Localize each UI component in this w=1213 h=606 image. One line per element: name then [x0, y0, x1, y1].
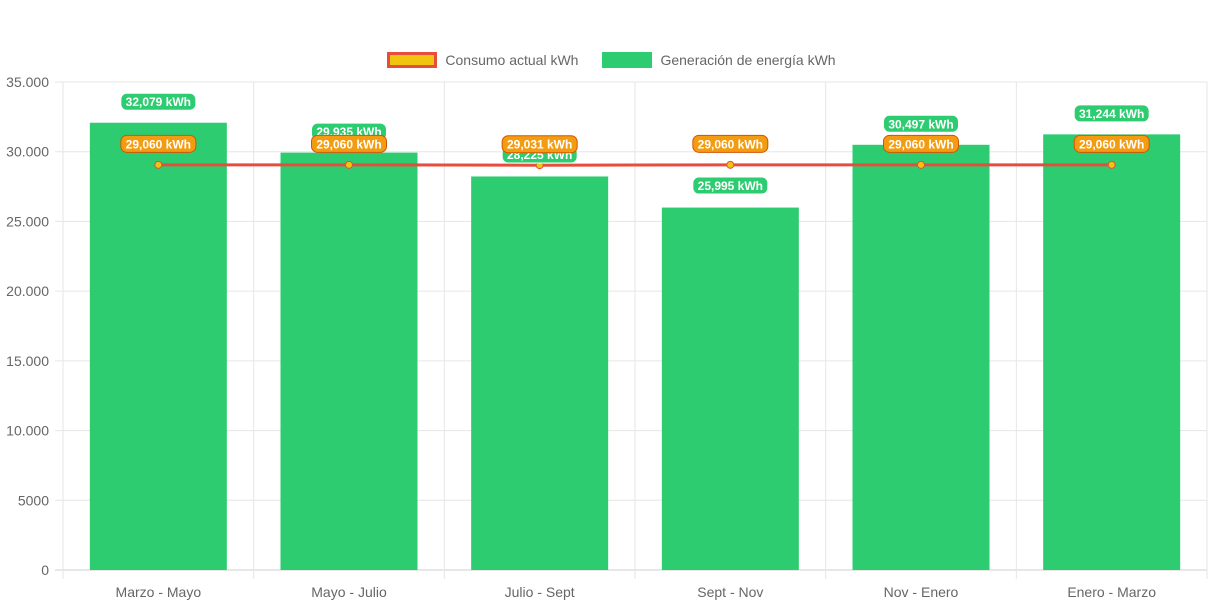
y-tick-label: 20.000 [6, 283, 49, 299]
y-tick-label: 25.000 [6, 213, 49, 229]
chart-legend: Consumo actual kWh Generación de energía… [0, 52, 1213, 68]
line-point[interactable] [726, 160, 735, 169]
line-data-label: 29,060 kWh [888, 137, 953, 151]
legend-swatch-consumo [387, 52, 438, 68]
line-point[interactable] [1107, 160, 1116, 169]
legend-item-consumo[interactable]: Consumo actual kWh [387, 52, 578, 68]
x-tick-label: Mayo - Julio [311, 584, 387, 600]
line-point[interactable] [345, 160, 353, 169]
line-data-label-bg [883, 134, 959, 153]
x-tick-label: Julio - Sept [505, 584, 575, 600]
x-tick-label: Enero - Marzo [1067, 584, 1156, 600]
y-tick-label: 15.000 [6, 353, 49, 369]
bar[interactable] [852, 144, 990, 571]
line-data-label: 29,060 kWh [1079, 137, 1144, 151]
line-data-label: 29,060 kWh [126, 137, 191, 151]
bar[interactable] [661, 207, 799, 571]
legend-label-consumo: Consumo actual kWh [445, 52, 579, 68]
bar-data-label-bg [883, 114, 959, 133]
line-data-label-bg [311, 134, 387, 153]
x-tick-label: Sept - Nov [697, 584, 763, 600]
x-tick-label: Nov - Enero [884, 584, 959, 600]
bar[interactable] [89, 122, 227, 571]
bar-data-label-bg [692, 176, 769, 195]
line-data-label-bg [692, 134, 769, 153]
bar[interactable] [1043, 134, 1181, 570]
line-point[interactable] [917, 160, 925, 169]
y-tick-label: 10.000 [6, 423, 49, 439]
bar[interactable] [280, 152, 418, 570]
bar-data-label: 31,244 kWh [1079, 107, 1144, 121]
y-tick-label: 30.000 [6, 144, 49, 160]
y-tick-label: 5000 [18, 492, 49, 508]
y-tick-label: 35.000 [6, 74, 49, 90]
bar-data-label-bg [1073, 104, 1150, 123]
bar-data-label: 32,079 kWh [126, 95, 191, 109]
bar-data-label: 25,995 kWh [698, 179, 763, 193]
legend-item-generacion[interactable]: Generación de energía kWh [602, 52, 836, 68]
x-tick-label: Marzo - Mayo [116, 584, 202, 600]
line-data-label-bg [120, 134, 197, 153]
legend-label-generacion: Generación de energía kWh [660, 52, 836, 68]
legend-swatch-generacion [602, 52, 653, 68]
y-tick-label: 0 [41, 562, 49, 578]
line-data-label: 29,060 kWh [316, 137, 381, 151]
line-point[interactable] [154, 160, 163, 169]
bar-data-label: 30,497 kWh [888, 117, 953, 131]
line-data-label-bg [501, 135, 578, 154]
bar-data-label-bg [120, 92, 197, 111]
bar[interactable] [471, 176, 609, 570]
line-data-label-bg [1073, 134, 1150, 153]
line-data-label: 29,031 kWh [507, 138, 572, 152]
line-data-label: 29,060 kWh [698, 137, 763, 151]
